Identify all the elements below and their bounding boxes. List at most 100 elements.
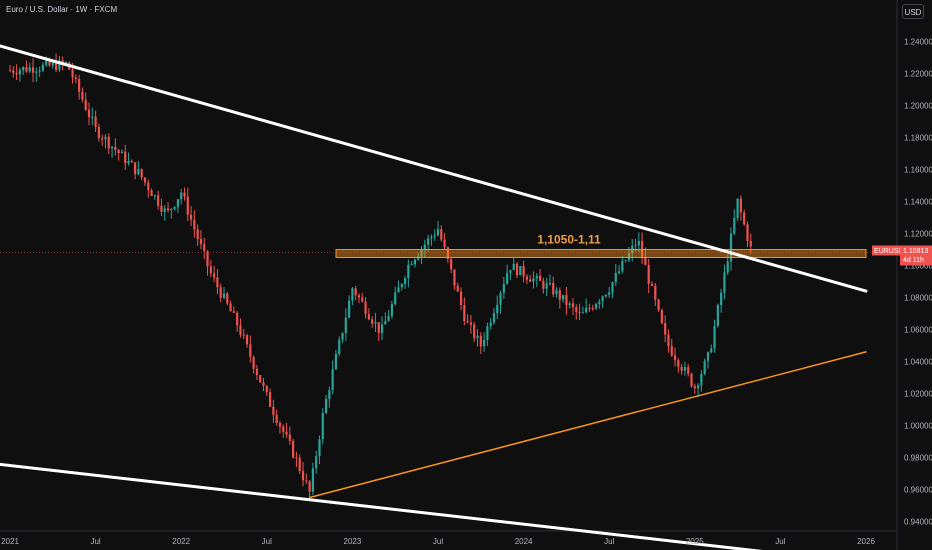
candle-body — [667, 334, 670, 347]
candle-body — [160, 205, 163, 212]
candle-body — [78, 78, 81, 92]
candle-body — [578, 311, 581, 313]
candle-body — [226, 293, 229, 304]
candle-body — [344, 317, 347, 333]
candle-body — [35, 71, 38, 73]
candle-body — [245, 335, 249, 345]
candle-body — [473, 324, 476, 339]
candle-body — [120, 151, 124, 154]
candle-body — [417, 256, 420, 260]
candle-body — [357, 295, 361, 298]
candle-body — [519, 266, 522, 276]
candle-body — [209, 266, 212, 274]
candle-body — [407, 264, 410, 279]
candle-body — [334, 353, 338, 370]
candle-body — [634, 245, 637, 247]
candle-body — [74, 77, 77, 79]
candle-body — [203, 244, 206, 252]
candle-body — [8, 70, 12, 72]
candle-body — [91, 116, 94, 118]
candle-body — [22, 67, 25, 71]
candle-body — [157, 195, 160, 206]
candle-body — [713, 325, 716, 349]
symbol-title: Euro / U.S. Dollar · 1W · FXCM — [6, 5, 118, 14]
support-zone — [335, 249, 867, 258]
candle-body — [331, 369, 334, 391]
candle-body — [338, 339, 341, 354]
candle-body — [272, 406, 275, 415]
candle-body — [107, 136, 110, 149]
candle-body — [555, 290, 558, 295]
candle-body — [463, 304, 466, 322]
currency-button[interactable]: USD — [902, 4, 924, 19]
candle-body — [746, 224, 749, 241]
price-tick-label: 1.20000 — [904, 102, 932, 111]
candle-body — [166, 208, 170, 211]
candle-body — [729, 233, 733, 262]
candle-body — [134, 162, 137, 175]
candle-body — [486, 326, 489, 340]
candle-body — [743, 212, 746, 225]
price-tick-label: 0.96000 — [904, 486, 932, 495]
price-axis: 1.24000 1.22000 1.20000 1.18000 1.16000 1.140… — [904, 38, 932, 527]
price-tick-label: 1.06000 — [904, 326, 932, 335]
candle-body — [61, 60, 64, 64]
candle-body — [621, 261, 624, 272]
candle-body — [394, 292, 397, 305]
candle-body — [617, 271, 621, 274]
candle-body — [311, 468, 314, 492]
candle-body — [687, 367, 690, 374]
candle-body — [15, 72, 18, 75]
time-tick-label: 2025 — [686, 537, 704, 546]
candle-body — [104, 136, 107, 140]
candle-body — [733, 217, 736, 234]
candle-body — [315, 456, 318, 469]
price-badge-label: 1.10813 — [903, 248, 928, 255]
candle-body — [575, 307, 578, 312]
candle-body — [650, 283, 654, 286]
candle-body — [558, 290, 561, 300]
candle-body — [173, 206, 176, 209]
candle-body — [288, 434, 291, 441]
candle-body — [430, 236, 433, 239]
candle-body — [127, 160, 130, 164]
time-tick-label: Jul — [90, 537, 100, 546]
support-trendline — [308, 351, 867, 499]
candle-body — [193, 219, 196, 230]
candle-body — [324, 398, 328, 414]
candle-body — [298, 457, 301, 471]
candle-body — [700, 373, 703, 386]
candle-body — [51, 62, 54, 66]
candle-body — [348, 300, 351, 318]
candle-body — [153, 195, 156, 197]
time-axis: 2021 Jul 2022 Jul 2023 Jul 2024 Jul 2025 Jul 2026 — [1, 537, 875, 546]
candle-body — [249, 344, 252, 358]
candle-body — [552, 283, 555, 295]
candle-body — [318, 439, 321, 457]
time-tick-label: Jul — [775, 537, 785, 546]
candle-body — [427, 238, 430, 245]
price-tick-label: 1.24000 — [904, 38, 932, 47]
candle-body — [538, 275, 542, 281]
candle-body — [588, 307, 591, 309]
price-badge — [900, 245, 932, 266]
candle-body — [535, 275, 538, 279]
candle-body — [117, 149, 120, 154]
price-tick-label: 1.02000 — [904, 390, 932, 399]
candle-body — [482, 339, 486, 347]
candle-body — [736, 198, 739, 218]
candle-body — [259, 375, 262, 383]
candle-body — [84, 99, 87, 110]
candle-body — [585, 307, 588, 313]
candle-body — [680, 366, 683, 371]
candle-body — [94, 116, 97, 127]
candle-body — [25, 67, 28, 72]
candle-body — [683, 367, 687, 371]
candle-body — [265, 385, 268, 393]
candle-body — [12, 70, 15, 73]
candle-body — [384, 321, 387, 325]
candle-body — [594, 304, 598, 309]
candle-body — [341, 332, 344, 340]
candle-body — [660, 310, 663, 324]
